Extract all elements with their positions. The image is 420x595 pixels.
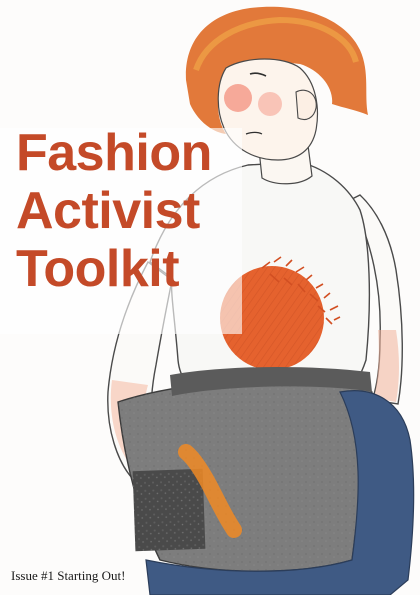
cover-title: Fashion Activist Toolkit: [16, 124, 212, 298]
eye: [249, 72, 267, 77]
title-line-2: Activist: [16, 182, 200, 240]
ear: [295, 89, 317, 121]
skirt-band: [170, 366, 372, 396]
title-line-1: Fashion: [16, 124, 212, 182]
hair: [185, 6, 368, 134]
face: [217, 58, 319, 161]
title-backdrop: [0, 128, 242, 334]
cheek-blush: [224, 84, 252, 112]
issue-label: Issue #1 Starting Out!: [11, 568, 126, 583]
title-line-3: Toolkit: [16, 240, 180, 298]
mouth: [245, 131, 263, 135]
right-arm-blush: [374, 330, 399, 402]
skirt-orange-mark: [178, 444, 242, 538]
jeans: [145, 390, 415, 595]
shirt-print-hatch: [261, 256, 341, 325]
